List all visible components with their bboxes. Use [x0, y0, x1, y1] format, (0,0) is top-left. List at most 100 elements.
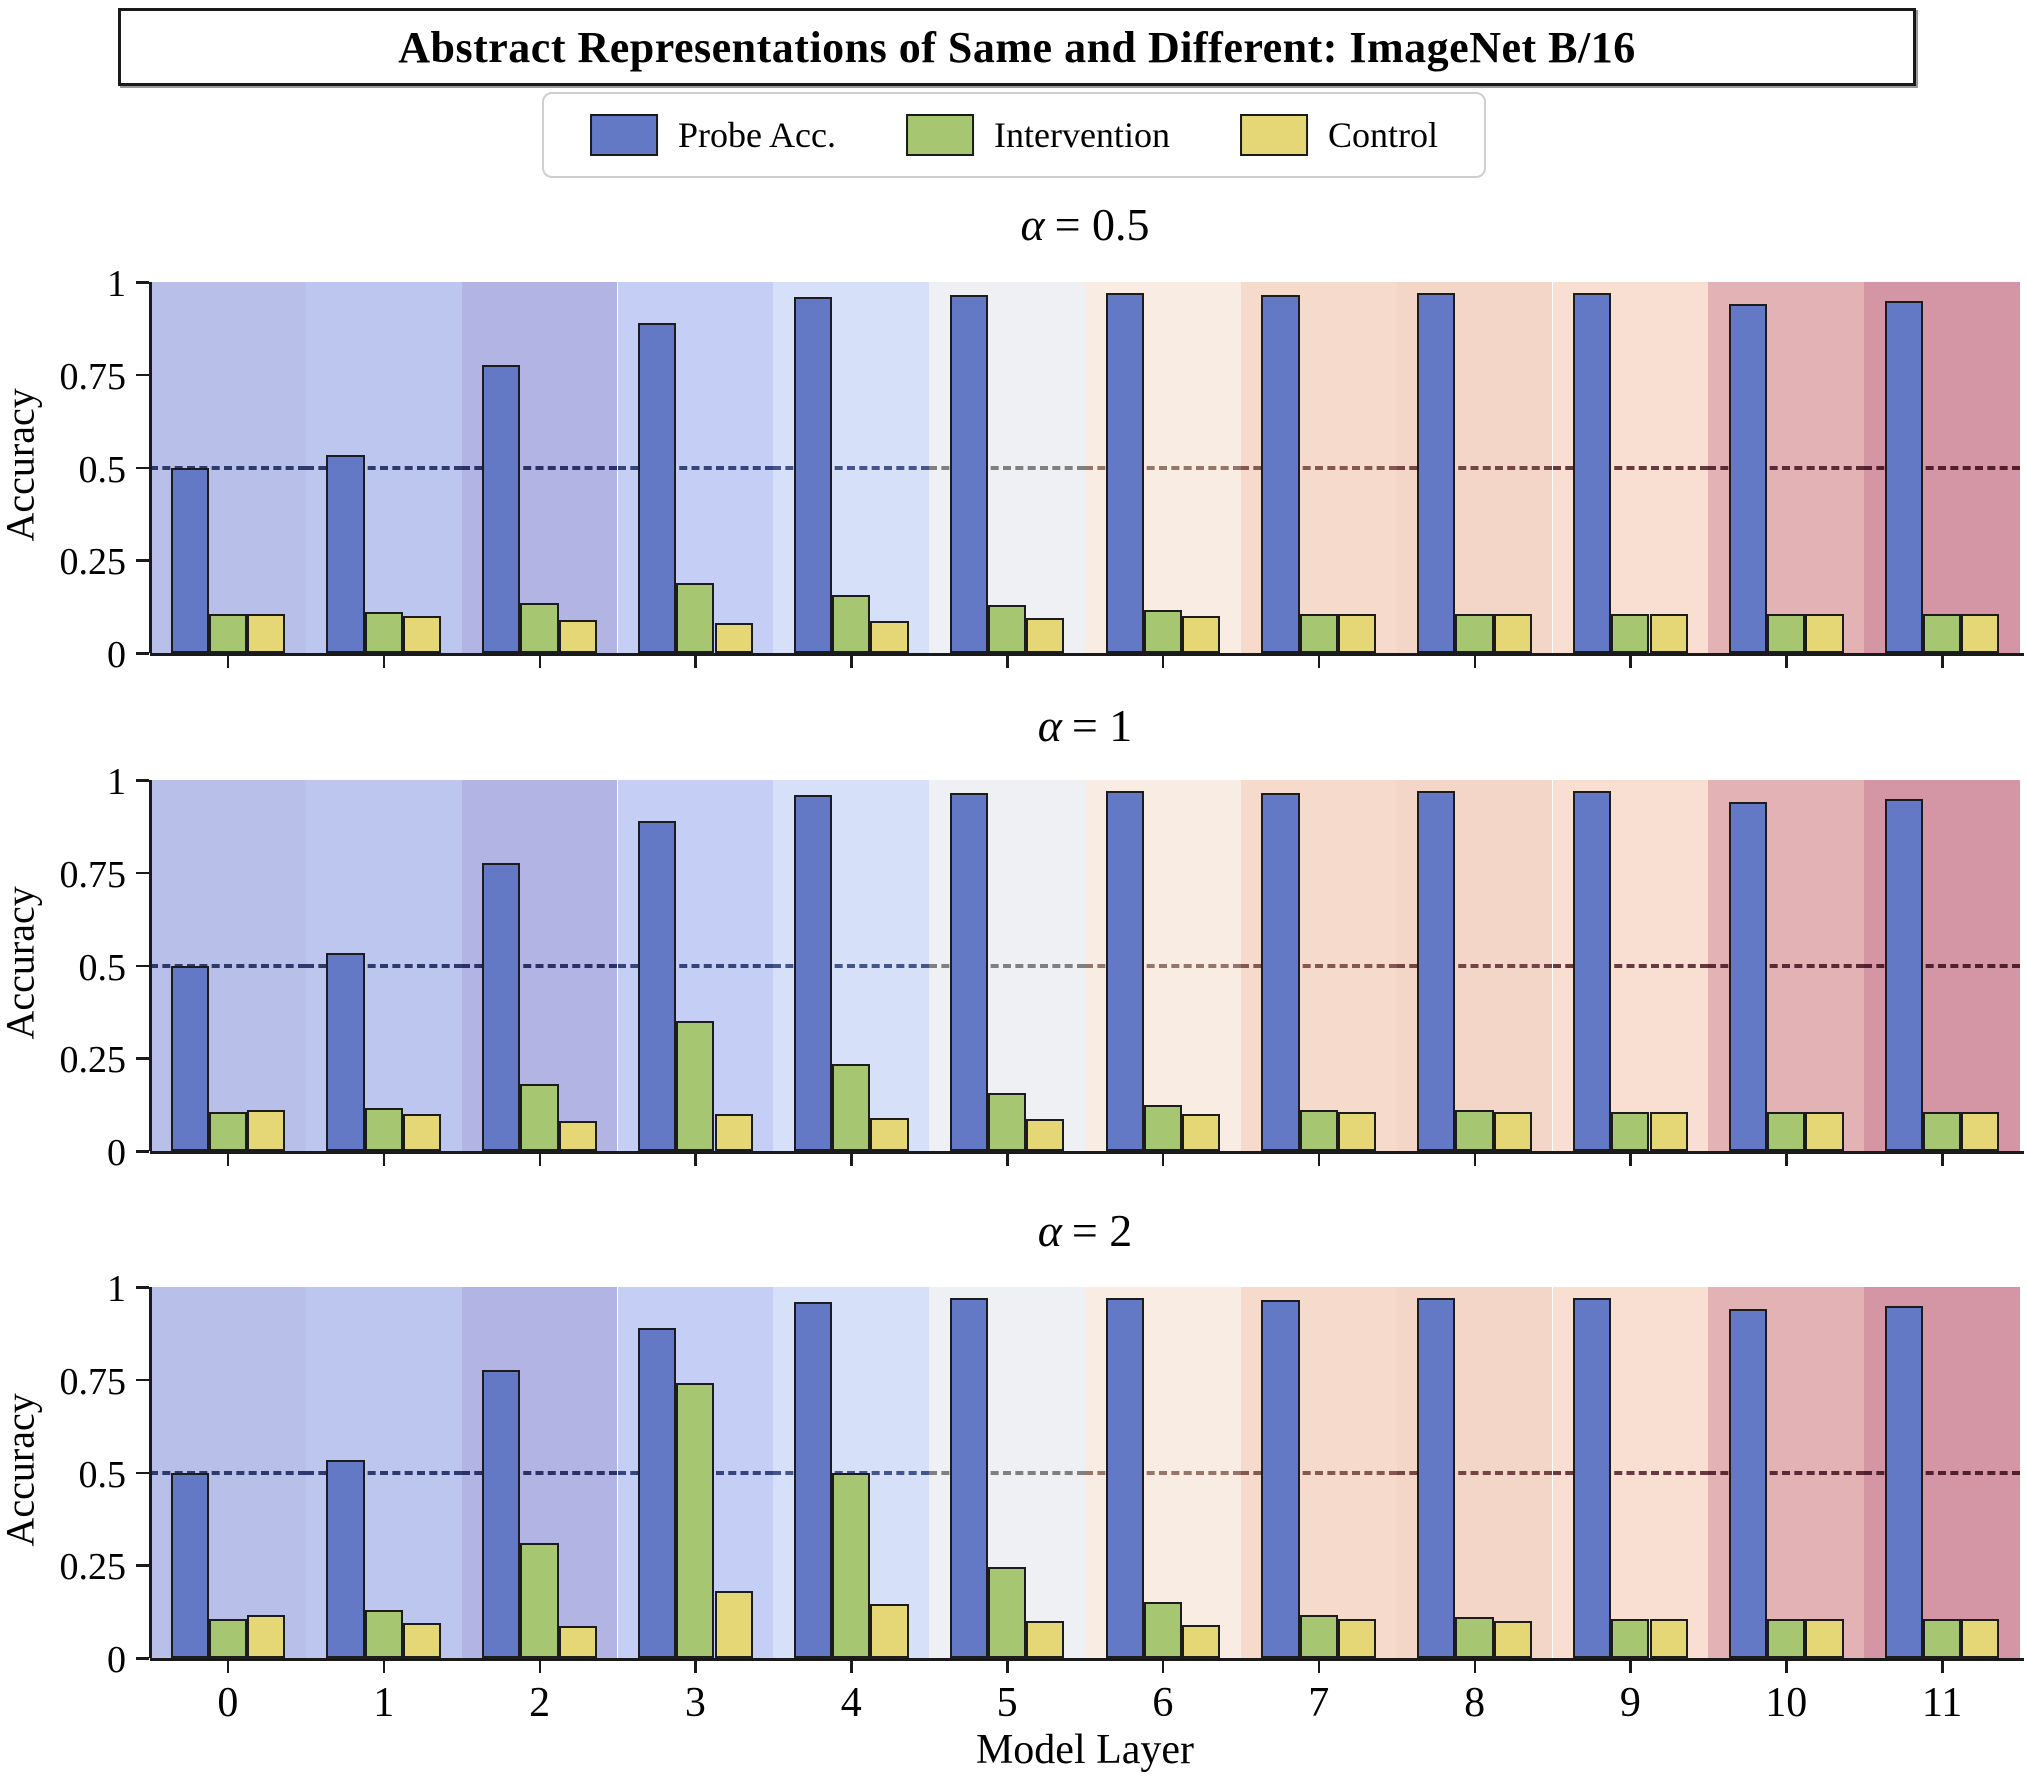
y-tick — [136, 1057, 149, 1060]
x-tick — [850, 656, 853, 668]
bar-probe-acc — [793, 296, 833, 653]
x-tick — [850, 1661, 853, 1673]
x-tick — [1941, 1154, 1944, 1166]
chance-line-segment — [929, 963, 1085, 968]
chance-line-segment — [773, 963, 930, 968]
x-axis-spine — [150, 1658, 2024, 1661]
bar-probe-acc — [482, 1370, 521, 1658]
y-axis-spine — [148, 1287, 152, 1658]
bar-probe-acc — [638, 1327, 677, 1658]
y-tick — [136, 1657, 149, 1660]
chance-line-segment — [1085, 465, 1241, 470]
x-tick — [1629, 1661, 1632, 1673]
bar-probe-acc — [793, 794, 833, 1151]
chance-line-segment — [929, 465, 1085, 470]
bar-probe-acc — [170, 1472, 209, 1658]
y-tick — [136, 871, 149, 875]
bar-control — [1805, 614, 1844, 653]
bar-control — [402, 1622, 441, 1658]
bar-intervention — [1611, 614, 1650, 653]
bar-intervention — [1455, 1110, 1494, 1151]
y-tick-label: 1 — [107, 263, 126, 305]
legend-item-intervention: Intervention — [906, 114, 1170, 156]
bar-control — [870, 621, 909, 653]
x-tick-label: 0 — [217, 1680, 239, 1726]
bar-control — [1649, 614, 1688, 653]
bar-probe-acc — [482, 365, 521, 653]
chance-line-segment — [1085, 963, 1241, 968]
bar-probe-acc — [326, 952, 365, 1151]
chance-line-segment — [773, 465, 930, 470]
chance-line-segment — [461, 963, 618, 968]
bar-control — [247, 614, 286, 653]
chance-line-segment — [461, 1470, 618, 1475]
alpha-value: = 0.5 — [1054, 198, 1150, 250]
y-tick-label: 1 — [107, 761, 126, 803]
alpha-symbol: α — [1020, 198, 1045, 250]
y-tick-label: 0.5 — [78, 448, 127, 491]
x-tick — [1317, 1154, 1321, 1166]
bar-intervention — [1922, 614, 1962, 653]
bar-probe-acc — [1261, 294, 1300, 653]
y-tick — [136, 281, 149, 284]
y-tick — [136, 779, 149, 782]
bar-probe-acc — [170, 965, 209, 1151]
y-tick — [136, 373, 149, 377]
bar-probe-acc — [1261, 1299, 1300, 1658]
x-tick — [226, 656, 230, 668]
bar-probe-acc — [1261, 792, 1300, 1151]
subplot-title-alpha-2: α = 2 — [150, 1198, 2020, 1262]
x-tick — [1941, 656, 1944, 668]
x-tick — [1473, 1154, 1477, 1166]
chance-line-segment — [1552, 465, 1709, 470]
bar-control — [1337, 614, 1376, 653]
alpha-symbol: α — [1037, 699, 1062, 751]
y-tick — [136, 1564, 149, 1567]
figure-title-box: Abstract Representations of Same and Dif… — [118, 8, 1916, 86]
bar-control — [1026, 1119, 1065, 1151]
chance-line-segment — [1864, 963, 2020, 968]
bar-control — [1182, 615, 1221, 653]
bar-control — [1961, 1619, 2000, 1658]
y-axis-label: Accuracy — [0, 1392, 43, 1546]
bar-control — [558, 1121, 597, 1151]
bar-intervention — [208, 614, 247, 653]
bar-probe-acc — [482, 863, 521, 1151]
bar-control — [1337, 1619, 1376, 1658]
x-tick — [1161, 1154, 1165, 1166]
chance-line-segment — [1396, 465, 1553, 470]
x-tick — [1785, 656, 1788, 668]
x-tick — [694, 1661, 697, 1673]
y-tick-label: 0 — [107, 634, 126, 676]
plot-area-2 — [150, 1287, 2020, 1658]
bar-probe-acc — [1728, 304, 1768, 653]
x-tick — [226, 1154, 230, 1166]
bar-control — [247, 1615, 286, 1658]
x-tick-label: 4 — [840, 1680, 862, 1726]
bar-intervention — [208, 1112, 247, 1151]
bar-control — [558, 619, 597, 653]
bar-probe-acc — [1728, 802, 1768, 1151]
bar-control — [1961, 1112, 2000, 1151]
y-tick — [136, 1286, 149, 1289]
x-tick — [1006, 1661, 1009, 1673]
chance-line-segment — [461, 465, 618, 470]
chance-line-segment — [1240, 1470, 1397, 1475]
plot-area-1 — [150, 780, 2020, 1151]
bar-probe-acc — [1417, 1298, 1456, 1658]
bar-intervention — [676, 1383, 715, 1658]
legend: Probe Acc. Intervention Control — [542, 92, 1486, 178]
x-tick — [538, 1661, 542, 1673]
legend-label: Control — [1327, 115, 1438, 155]
bar-intervention — [1611, 1112, 1650, 1151]
y-tick-label: 0.75 — [59, 853, 127, 896]
x-tick-label: 2 — [529, 1680, 551, 1726]
y-axis-spine — [148, 780, 152, 1151]
x-tick — [1006, 1154, 1009, 1166]
bar-control — [714, 1591, 753, 1658]
chance-line-segment — [1708, 465, 1865, 470]
y-tick-label: 0.5 — [78, 1453, 127, 1496]
x-tick-label: 11 — [1921, 1680, 1963, 1726]
bar-probe-acc — [949, 792, 988, 1151]
bar-probe-acc — [1417, 293, 1456, 653]
